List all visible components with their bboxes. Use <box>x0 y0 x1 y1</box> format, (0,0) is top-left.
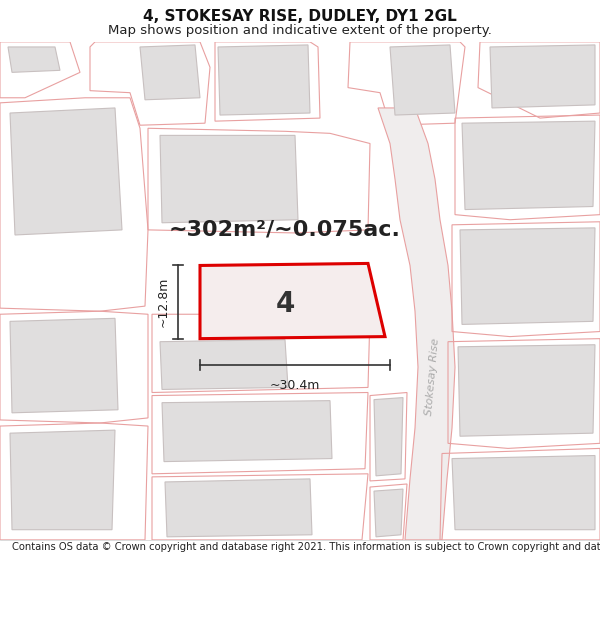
Polygon shape <box>374 398 403 476</box>
Text: 4: 4 <box>275 290 295 318</box>
Text: Contains OS data © Crown copyright and database right 2021. This information is : Contains OS data © Crown copyright and d… <box>12 541 600 551</box>
Polygon shape <box>218 280 337 322</box>
Polygon shape <box>458 345 595 436</box>
Polygon shape <box>460 228 595 324</box>
Polygon shape <box>452 456 595 530</box>
Text: ~30.4m: ~30.4m <box>270 379 320 392</box>
Polygon shape <box>160 339 288 389</box>
Polygon shape <box>462 121 595 209</box>
Polygon shape <box>390 45 455 115</box>
Text: ~12.8m: ~12.8m <box>157 277 170 328</box>
Polygon shape <box>378 108 455 540</box>
Polygon shape <box>200 263 385 339</box>
Polygon shape <box>10 318 118 413</box>
Polygon shape <box>140 45 200 100</box>
Polygon shape <box>490 45 595 108</box>
Polygon shape <box>165 479 312 537</box>
Text: 4, STOKESAY RISE, DUDLEY, DY1 2GL: 4, STOKESAY RISE, DUDLEY, DY1 2GL <box>143 9 457 24</box>
Polygon shape <box>160 136 298 222</box>
Polygon shape <box>10 430 115 530</box>
Text: Stokesay Rise: Stokesay Rise <box>424 338 440 416</box>
Polygon shape <box>10 108 122 235</box>
Polygon shape <box>8 47 60 72</box>
Polygon shape <box>162 401 332 462</box>
Text: ~302m²/~0.075ac.: ~302m²/~0.075ac. <box>169 220 401 240</box>
Polygon shape <box>374 489 403 537</box>
Text: Map shows position and indicative extent of the property.: Map shows position and indicative extent… <box>108 24 492 37</box>
Polygon shape <box>218 45 310 115</box>
